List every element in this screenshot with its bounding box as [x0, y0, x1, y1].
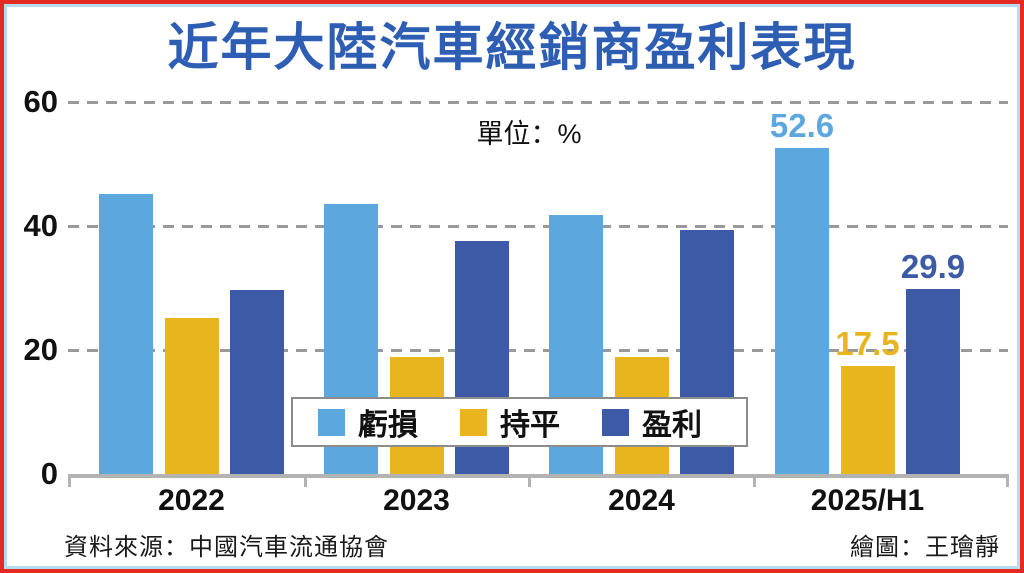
bar-loss-2022 — [99, 193, 153, 474]
bar-profit-2025H1 — [906, 288, 960, 474]
value-label-breakeven-2025H1: 17.5 — [835, 324, 900, 362]
bar-breakeven-2022 — [164, 318, 219, 474]
bar-loss-2025H1 — [775, 147, 829, 474]
illustrator-credit: 繪圖：王璯靜 — [850, 534, 1000, 561]
legend-item-profit: 盈利 — [602, 400, 702, 444]
y-tick-label-60: 60 — [23, 84, 58, 119]
x-axis-tick-3 — [753, 474, 756, 487]
legend-label-breakeven: 持平 — [500, 409, 560, 442]
legend: 虧損 持平 盈利 — [291, 397, 748, 447]
value-label-loss-2025H1: 52.6 — [769, 106, 835, 144]
legend-swatch-breakeven — [460, 408, 487, 436]
gridline-20 — [68, 348, 1008, 352]
bar-profit-2022 — [230, 289, 284, 474]
x-tick-label-2025H1: 2025/H1 — [810, 484, 925, 517]
chart-title: 近年大陸汽車經銷商盈利表現 — [167, 19, 857, 76]
x-tick-label-2023: 2023 — [383, 484, 450, 517]
x-tick-label-2022: 2022 — [158, 484, 225, 517]
gridline-60 — [68, 100, 1008, 104]
y-tick-label-40: 40 — [23, 208, 58, 243]
source-credit: 資料來源：中國汽車流通協會 — [64, 534, 389, 561]
gridline-40 — [68, 224, 1008, 228]
y-tick-label-0: 0 — [40, 456, 58, 491]
x-axis-tick-0 — [68, 474, 71, 487]
x-axis-tick-1 — [304, 474, 307, 487]
bar-breakeven-2025H1 — [840, 365, 895, 474]
value-label-profit-2025H1: 29.9 — [900, 247, 966, 285]
legend-swatch-profit — [602, 408, 629, 436]
legend-item-breakeven: 持平 — [460, 400, 560, 444]
unit-label: 單位：% — [476, 119, 582, 149]
x-axis-line — [68, 474, 1008, 478]
legend-item-loss: 虧損 — [318, 400, 418, 444]
legend-label-profit: 盈利 — [642, 409, 702, 442]
y-tick-label-20: 20 — [23, 332, 58, 367]
legend-label-loss: 虧損 — [358, 409, 418, 442]
x-tick-label-2024: 2024 — [608, 484, 675, 517]
x-axis-tick-4 — [1006, 474, 1009, 487]
x-axis-tick-2 — [528, 474, 531, 487]
legend-swatch-loss — [318, 408, 345, 436]
